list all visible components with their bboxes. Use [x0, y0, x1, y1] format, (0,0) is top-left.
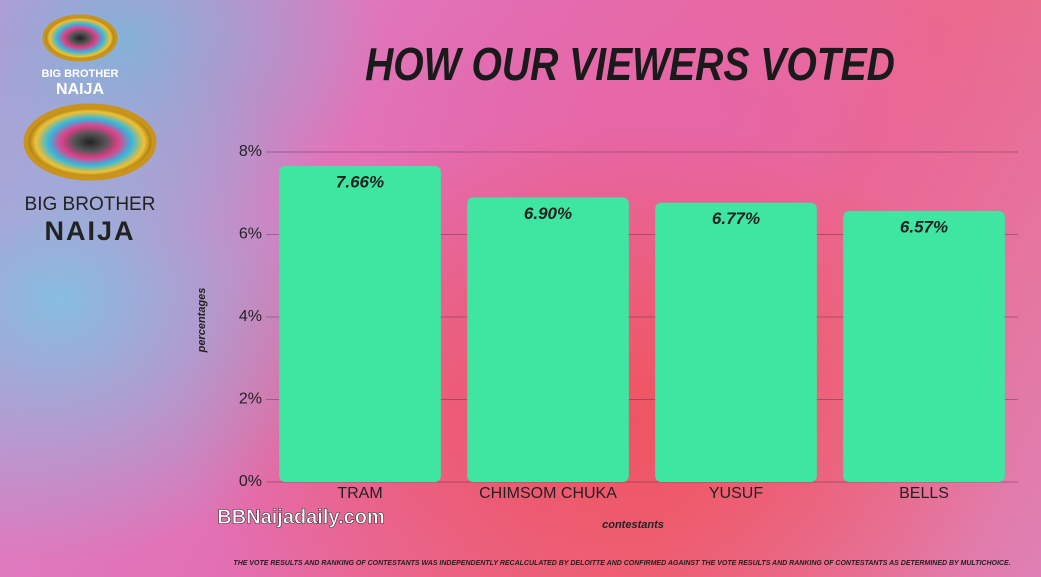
footnote: THE VOTE RESULTS AND RANKING OF CONTESTA… — [233, 560, 1010, 567]
x-tick-label: CHIMSOM CHUKA — [479, 485, 617, 502]
x-tick-label: BELLS — [899, 485, 949, 502]
logo-text: BIG BROTHER — [42, 68, 119, 80]
data-label: 7.66% — [336, 173, 384, 192]
chart-title: HOW OUR VIEWERS VOTED — [365, 39, 895, 91]
data-label: 6.90% — [524, 204, 572, 223]
logo-text: NAIJA — [56, 81, 104, 98]
x-axis-label: contestants — [602, 519, 664, 531]
y-tick-label: 0% — [239, 473, 262, 490]
logo-large: BIG BROTHER NAIJA — [23, 103, 157, 246]
y-tick-label: 6% — [239, 226, 262, 243]
y-axis-label: percentages — [196, 288, 208, 354]
x-tick-label: YUSUF — [709, 485, 763, 502]
data-label: 6.57% — [900, 217, 948, 236]
bar — [279, 166, 441, 482]
watermark: BBNaijadaily.com — [217, 506, 384, 528]
y-tick-label: 2% — [239, 391, 262, 408]
y-tick-label: 4% — [239, 308, 262, 325]
bar — [655, 202, 817, 483]
bar — [843, 210, 1005, 483]
logo-text: NAIJA — [44, 216, 135, 246]
logo-text: BIG BROTHER — [25, 194, 156, 215]
logo-small: BIG BROTHER NAIJA — [42, 14, 119, 98]
bar — [467, 197, 629, 482]
data-label: 6.77% — [712, 209, 760, 228]
y-tick-label: 8% — [239, 143, 262, 160]
x-tick-label: TRAM — [337, 485, 382, 502]
